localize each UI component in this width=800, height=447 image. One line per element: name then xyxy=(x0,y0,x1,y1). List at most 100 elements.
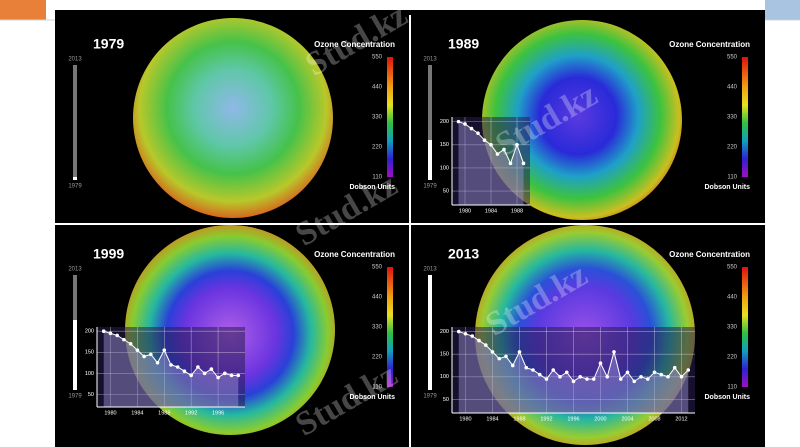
y-tick-label: 200 xyxy=(440,119,449,125)
globe xyxy=(482,20,682,220)
slider-top: 2013 xyxy=(423,267,437,273)
point xyxy=(585,377,589,381)
point xyxy=(504,354,508,359)
point xyxy=(135,348,140,352)
slider-top: 2013 xyxy=(423,57,437,63)
legend-tick: 220 xyxy=(727,355,738,361)
x-tick-label: 1980 xyxy=(104,410,116,416)
legend-tick: 220 xyxy=(727,145,738,151)
legend-unit: Dobson Units xyxy=(705,394,751,401)
x-tick-label: 1992 xyxy=(185,410,197,416)
accent-left xyxy=(0,0,46,20)
point xyxy=(551,368,556,372)
point xyxy=(482,138,487,142)
y-tick-label: 150 xyxy=(440,352,449,358)
point xyxy=(515,142,519,147)
legend-unit: Dobson Units xyxy=(350,184,396,191)
point xyxy=(469,126,474,131)
point xyxy=(236,373,241,378)
point xyxy=(175,365,180,369)
point xyxy=(490,350,495,354)
point xyxy=(477,338,481,343)
x-tick-label: 2000 xyxy=(594,416,606,422)
y-tick-label: 200 xyxy=(85,329,94,335)
legend-tick: 330 xyxy=(372,115,383,121)
point xyxy=(612,350,616,354)
point xyxy=(517,350,522,354)
legend-tick: 550 xyxy=(372,265,383,271)
panel: 2013 2013 1979 Ozone Concentration 550 440 330… xyxy=(423,225,750,445)
slider-top: 2013 xyxy=(68,57,82,63)
point xyxy=(122,337,126,342)
legend-tick: 440 xyxy=(727,85,738,91)
area xyxy=(458,121,524,205)
slider-top: 2013 xyxy=(68,267,82,273)
point xyxy=(463,122,467,126)
legend-title: Ozone Concentration xyxy=(314,250,395,259)
year-label: 1979 xyxy=(93,36,124,52)
point xyxy=(679,374,684,379)
slider-fill xyxy=(428,140,432,180)
x-tick-label: 2008 xyxy=(648,416,660,422)
slider-bottom: 1979 xyxy=(423,184,437,190)
legend-title: Ozone Concentration xyxy=(669,250,750,259)
point xyxy=(564,370,569,375)
point xyxy=(189,373,193,378)
point xyxy=(476,131,480,136)
point xyxy=(456,329,461,334)
point xyxy=(558,374,562,379)
panel: 1999 2013 1979 Ozone Concentration 550 440 330… xyxy=(68,225,395,435)
point xyxy=(544,377,549,381)
legend-tick: 220 xyxy=(372,355,383,361)
point xyxy=(666,374,670,379)
point xyxy=(521,161,526,166)
legend-tick: 440 xyxy=(372,85,383,91)
x-tick-label: 1984 xyxy=(486,416,498,422)
point xyxy=(489,142,493,147)
point xyxy=(483,343,488,347)
x-tick-label: 1988 xyxy=(511,208,523,214)
point xyxy=(531,368,535,372)
y-tick-label: 100 xyxy=(85,371,94,377)
globe xyxy=(133,18,333,218)
legend-tick: 550 xyxy=(372,55,383,61)
legend-title: Ozone Concentration xyxy=(669,40,750,49)
legend-tick: 550 xyxy=(727,55,738,61)
point xyxy=(639,374,643,379)
x-tick-label: 2004 xyxy=(621,416,633,422)
slider-fill xyxy=(73,320,77,390)
legend-bar xyxy=(387,57,393,177)
panel: 1979 2013 1979 Ozone Concentration 550 440 330… xyxy=(68,18,395,218)
year-label: 1999 xyxy=(93,246,124,262)
accent-right xyxy=(765,0,800,20)
legend-tick: 440 xyxy=(372,295,383,301)
year-label: 1989 xyxy=(448,36,479,52)
point xyxy=(216,375,220,380)
point xyxy=(659,372,664,377)
point xyxy=(142,354,146,359)
y-tick-label: 100 xyxy=(440,165,449,171)
slider-fill xyxy=(73,177,77,180)
point xyxy=(108,331,113,336)
point xyxy=(169,363,173,367)
legend-unit: Dobson Units xyxy=(705,184,751,191)
point xyxy=(578,374,583,379)
legend-tick: 330 xyxy=(372,325,383,331)
slider-bottom: 1979 xyxy=(68,184,82,190)
y-tick-label: 50 xyxy=(443,397,449,403)
point xyxy=(182,369,187,374)
x-tick-label: 1984 xyxy=(131,410,143,416)
point xyxy=(162,348,167,352)
x-tick-label: 1996 xyxy=(567,416,579,422)
legend-title: Ozone Concentration xyxy=(314,40,395,49)
point xyxy=(686,368,691,372)
legend-tick: 330 xyxy=(727,325,738,331)
y-tick-label: 150 xyxy=(440,142,449,148)
legend-tick: 110 xyxy=(727,175,737,181)
point xyxy=(495,152,500,156)
point xyxy=(456,119,461,124)
point xyxy=(625,370,630,375)
point xyxy=(571,379,576,384)
area xyxy=(458,331,689,413)
point xyxy=(229,373,234,378)
